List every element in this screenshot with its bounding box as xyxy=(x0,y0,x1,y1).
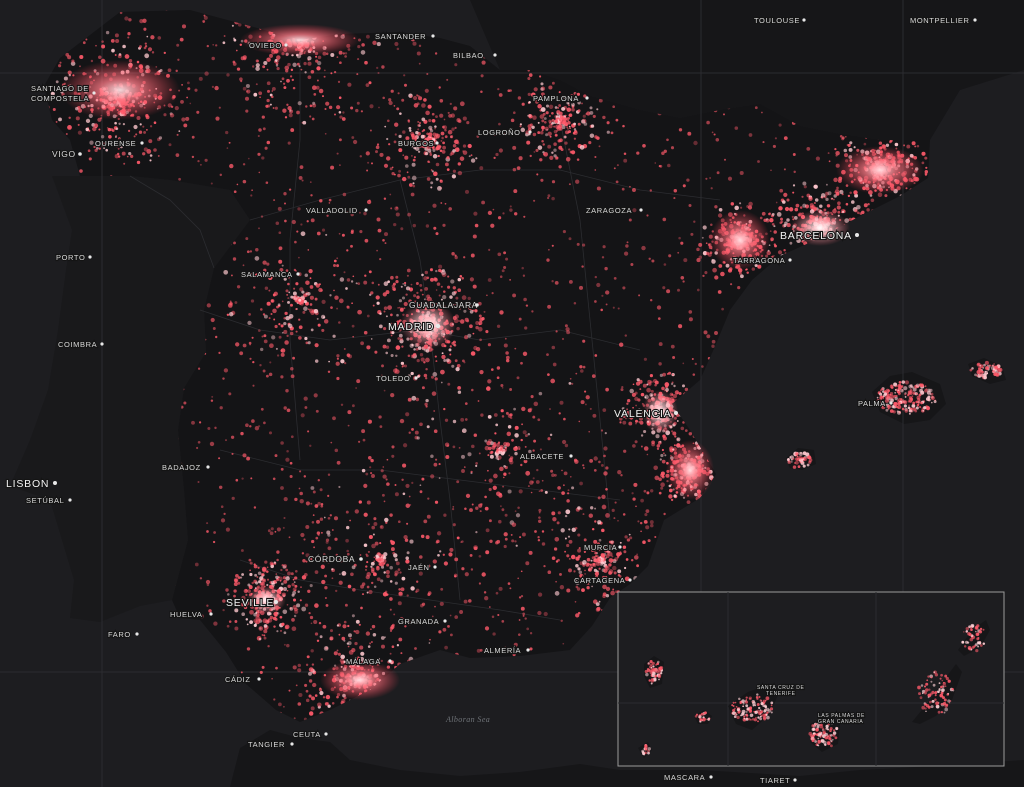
city-label-mascara: MASCARA xyxy=(664,773,705,782)
city-label-tangier: TANGIER xyxy=(248,740,285,749)
city-label-las-palmas-line1: LAS PALMAS DE xyxy=(818,713,865,719)
city-label-lisbon: LISBON xyxy=(6,478,49,490)
city-label-salamanca: SALAMANCA xyxy=(241,270,293,279)
city-label-bilbao: BILBAO xyxy=(453,51,484,60)
city-label-santander: SANTANDER xyxy=(375,32,426,41)
city-label-tiaret: TIARET xyxy=(760,776,790,785)
city-label-porto: PORTO xyxy=(56,253,85,262)
city-label-santa-cruz-line1: SANTA CRUZ DE xyxy=(757,685,804,691)
city-label-valladolid: VALLADOLID xyxy=(306,206,358,215)
city-label-santa-cruz-line2: TENERIFE xyxy=(766,691,796,697)
city-label-valencia: VALENCIA xyxy=(614,408,672,420)
city-label-coimbra: COIMBRA xyxy=(58,340,97,349)
landmass-france xyxy=(470,0,1024,140)
city-label-palma: PALMA xyxy=(858,399,886,408)
city-label-toledo: TOLEDO xyxy=(376,374,410,383)
city-label-cordoba: CÓRDOBA xyxy=(308,554,355,564)
city-label-ceuta: CEUTA xyxy=(293,730,321,739)
city-label-montpellier: MONTPELLIER xyxy=(910,16,970,25)
landmass-north-africa xyxy=(230,730,1024,787)
city-label-cadiz: CÁDIZ xyxy=(225,675,251,684)
city-label-seville: SEVILLE xyxy=(226,597,274,609)
city-label-barcelona: BARCELONA xyxy=(780,230,852,242)
island-tenerife xyxy=(728,684,780,730)
city-label-toulouse: TOULOUSE xyxy=(754,16,800,25)
city-label-almeria: ALMERÍA xyxy=(484,646,521,655)
city-label-santiago-line1: SANTIAGO DE xyxy=(31,84,89,93)
landmass-portugal xyxy=(10,176,250,622)
city-label-setubal: SETÚBAL xyxy=(26,496,64,505)
city-label-tarragona: TARRAGONA xyxy=(733,256,785,265)
city-label-huelva: HUELVA xyxy=(170,610,203,619)
city-label-murcia: MURCIA xyxy=(584,543,617,552)
city-label-badajoz: BADAJOZ xyxy=(162,463,201,472)
city-label-pamplona: PAMPLONA xyxy=(533,94,579,103)
city-label-cartagena: CARTAGENA xyxy=(574,576,625,585)
urban-hotspots xyxy=(60,24,924,700)
city-label-ourense: OURENSE xyxy=(95,139,136,148)
city-label-logrono: LOGROÑO xyxy=(478,128,521,137)
city-label-granada: GRANADA xyxy=(398,617,439,626)
city-label-santiago-line2: COMPOSTELA xyxy=(31,94,89,103)
city-label-burgos: BURGOS xyxy=(398,139,434,148)
sea-label-alboran: Alboran Sea xyxy=(445,715,490,724)
city-label-oviedo: OVIEDO xyxy=(249,41,282,50)
population-density-islands xyxy=(786,360,1003,469)
city-label-madrid: MADRID xyxy=(388,321,434,333)
city-label-jaen: JAÉN xyxy=(408,563,430,572)
city-label-las-palmas-line2: GRAN CANARIA xyxy=(818,719,863,725)
city-label-faro: FARO xyxy=(108,630,131,639)
city-label-malaga: MÁLAGA xyxy=(346,657,381,666)
island-fuerteventura xyxy=(912,664,962,724)
city-label-zaragoza: ZARAGOZA xyxy=(586,206,632,215)
city-label-albacete: ALBACETE xyxy=(520,452,564,461)
city-label-guadalajara: GUADALAJARA xyxy=(409,300,478,310)
city-labels: MONTPELLIER TOULOUSE OVIEDO SANTANDER BI… xyxy=(5,15,977,786)
canary-islands-inset xyxy=(617,591,1005,767)
city-label-vigo: VIGO xyxy=(52,149,76,159)
